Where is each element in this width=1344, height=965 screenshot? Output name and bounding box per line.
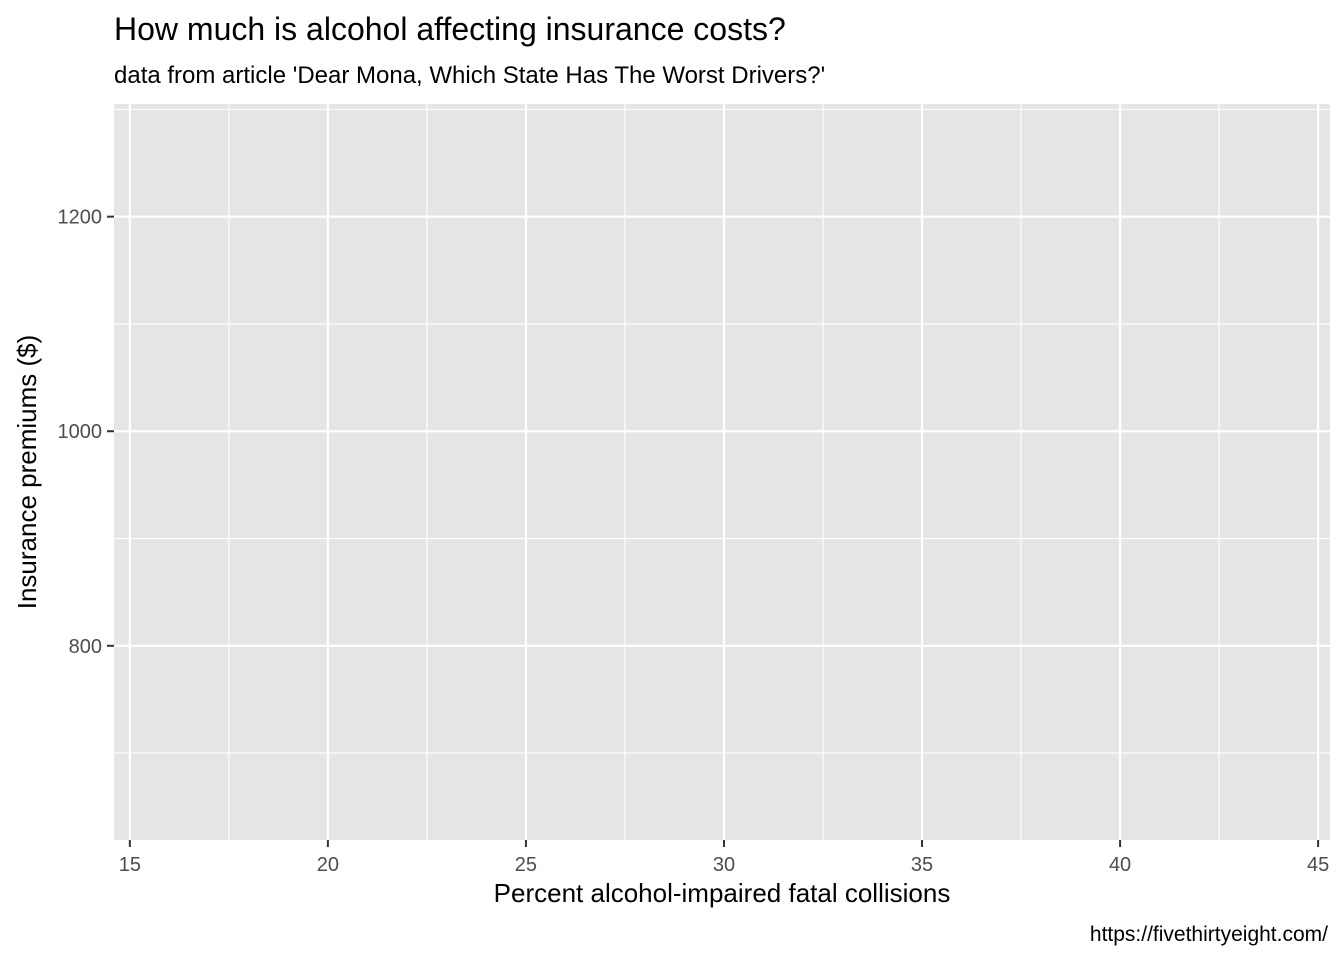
- x-tick-label: 35: [911, 854, 933, 876]
- x-tick-label: 40: [1109, 854, 1131, 876]
- grid-minor: [114, 104, 1330, 840]
- x-axis: 15 20 25 30 35 40 45: [119, 840, 1329, 876]
- y-axis: 800 1000 1200: [58, 207, 114, 658]
- x-tick-label: 25: [515, 854, 537, 876]
- grid-major: [114, 104, 1330, 840]
- plot-panel: [114, 104, 1330, 840]
- y-axis-label: Insurance premiums ($): [12, 335, 42, 610]
- x-tick-label: 45: [1307, 854, 1329, 876]
- chart-title: How much is alcohol affecting insurance …: [114, 11, 786, 47]
- chart-subtitle: data from article 'Dear Mona, Which Stat…: [114, 62, 825, 89]
- x-tick-label: 15: [119, 854, 141, 876]
- x-tick-label: 30: [713, 854, 735, 876]
- y-tick-label: 1000: [58, 421, 103, 443]
- chart-caption: https://fivethirtyeight.com/: [1090, 923, 1328, 946]
- y-tick-label: 800: [69, 636, 102, 658]
- x-tick-label: 20: [317, 854, 339, 876]
- y-tick-label: 1200: [58, 207, 103, 229]
- x-axis-label: Percent alcohol-impaired fatal collision…: [494, 878, 951, 908]
